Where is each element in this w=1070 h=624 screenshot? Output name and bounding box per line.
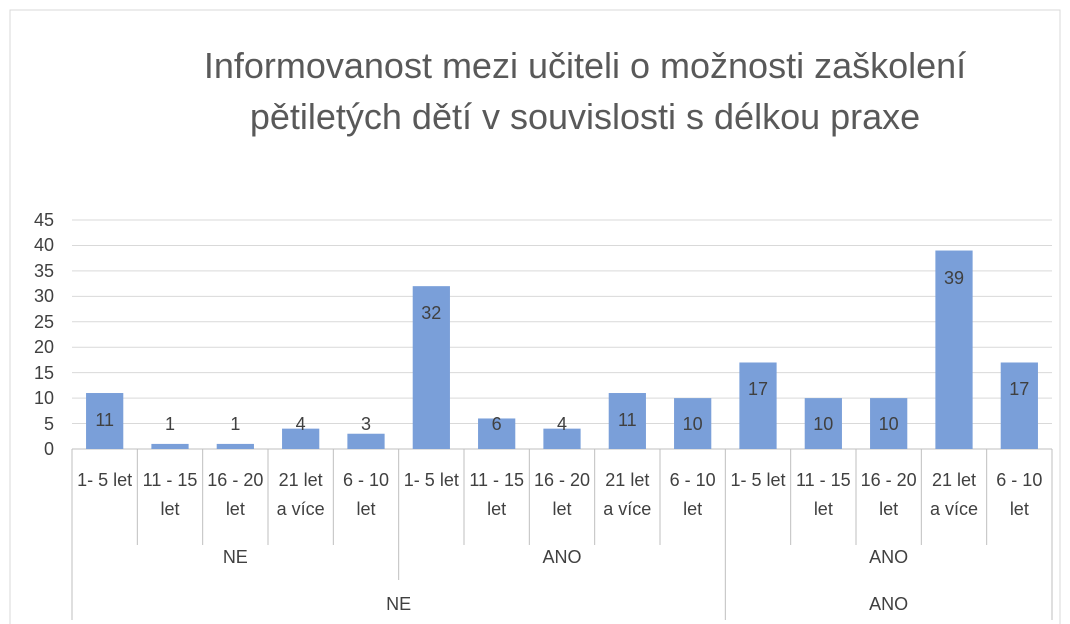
y-tick-label: 0 (43, 439, 54, 459)
bar (739, 362, 777, 449)
data-label: 10 (682, 414, 703, 434)
supergroup-label: ANO (869, 594, 909, 614)
bar (216, 443, 254, 449)
data-label: 10 (878, 414, 899, 434)
data-label: 32 (421, 303, 442, 324)
bar (151, 443, 189, 449)
x-tick-label: 21 let a více (929, 470, 978, 519)
data-label: 4 (556, 414, 567, 434)
x-tick-label: 16 - 20 let (860, 470, 917, 519)
bar (478, 418, 516, 449)
data-label: 10 (813, 414, 834, 434)
x-tick-label: 11 - 15 let (795, 470, 851, 519)
x-tick-label: 1- 5 let (730, 470, 786, 490)
bar (543, 428, 581, 449)
data-label: 17 (1009, 379, 1030, 400)
data-label: 39 (943, 267, 964, 288)
x-tick-label: 16 - 20 let (533, 470, 591, 519)
group-label: ANO (869, 547, 909, 567)
x-tick-label: 1- 5 let (403, 470, 459, 490)
x-tick-label: 11 - 15 let (142, 470, 198, 519)
bar (282, 428, 320, 449)
y-tick-label: 20 (33, 337, 54, 358)
x-tick-label: 1- 5 let (77, 470, 133, 490)
y-tick-label: 15 (33, 362, 54, 383)
bar (804, 398, 842, 449)
x-tick-label: 11 - 15 let (469, 470, 525, 519)
y-tick-label: 35 (33, 260, 54, 281)
data-label: 6 (491, 414, 502, 434)
bar (347, 433, 385, 449)
y-tick-label: 30 (33, 286, 54, 307)
data-label: 4 (295, 414, 306, 434)
bar (412, 286, 450, 449)
x-tick-label: 16 - 20 let (207, 470, 264, 519)
x-tick-label: 6 - 10 let (342, 470, 389, 519)
bar (870, 398, 908, 449)
bar (935, 250, 973, 449)
group-label: ANO (542, 547, 582, 567)
chart-border (9, 9, 1061, 624)
supergroup-label: NE (386, 594, 412, 614)
bar (608, 393, 646, 449)
data-label: 1 (164, 414, 175, 434)
data-label: 11 (95, 410, 114, 431)
data-label: 11 (617, 410, 637, 431)
group-label: NE (222, 547, 248, 567)
data-label: 17 (747, 379, 768, 400)
x-tick-label: 21 let a více (603, 470, 652, 519)
y-tick-label: 10 (33, 388, 54, 409)
data-label: 3 (360, 414, 371, 434)
x-tick-label: 21 let a více (276, 470, 325, 519)
data-label: 1 (230, 414, 241, 434)
y-tick-label: 5 (43, 413, 54, 434)
chart-title: Informovanost mezi učiteli o možnosti za… (203, 45, 967, 137)
bar (86, 393, 124, 449)
bar (1000, 362, 1038, 449)
x-tick-label: 6 - 10 let (996, 470, 1043, 519)
y-tick-label: 40 (33, 235, 54, 256)
bar (674, 398, 712, 449)
x-tick-label: 6 - 10 let (669, 470, 716, 519)
y-tick-label: 25 (33, 311, 54, 332)
y-tick-label: 45 (33, 210, 54, 230)
